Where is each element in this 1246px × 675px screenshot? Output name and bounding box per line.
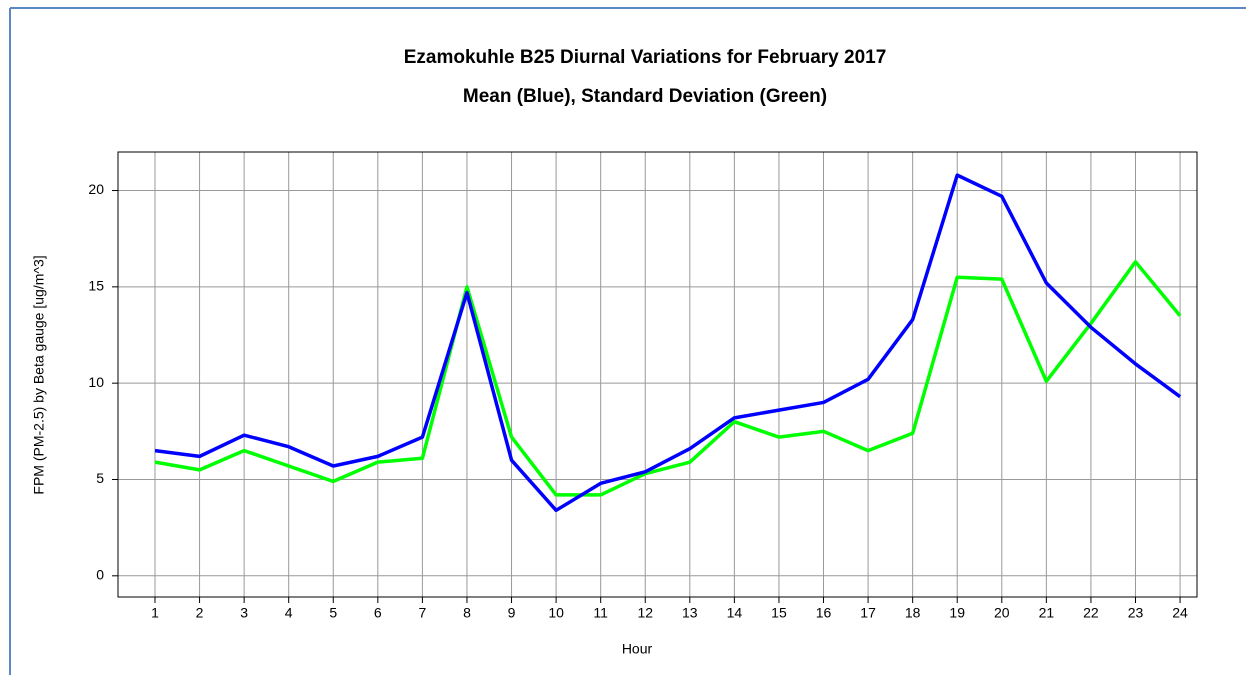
x-tick-label: 1	[151, 605, 159, 621]
x-tick-label: 16	[816, 605, 832, 621]
x-tick-label: 22	[1083, 605, 1099, 621]
x-tick-label: 9	[508, 605, 516, 621]
x-tick-label: 23	[1128, 605, 1144, 621]
x-tick-label: 13	[682, 605, 698, 621]
y-tick-label: 5	[96, 470, 104, 486]
y-tick-label: 0	[96, 567, 104, 583]
x-tick-label: 7	[419, 605, 427, 621]
plot-frame	[117, 151, 1198, 598]
x-tick-label: 4	[285, 605, 293, 621]
line-series	[154, 173, 1182, 513]
x-tick-label: 2	[196, 605, 204, 621]
x-tick-label: 14	[727, 605, 743, 621]
x-tick-label: 12	[637, 605, 653, 621]
x-tick-label: 8	[463, 605, 471, 621]
x-tick-label: 19	[949, 605, 965, 621]
x-tick-label: 10	[548, 605, 564, 621]
x-tick-label: 15	[771, 605, 787, 621]
x-tick-label: 6	[374, 605, 382, 621]
x-tick-label: 21	[1039, 605, 1055, 621]
x-axis-label: Hour	[622, 641, 653, 657]
chart-subtitle: Mean (Blue), Standard Deviation (Green)	[463, 86, 827, 107]
y-tick-label: 20	[88, 181, 104, 197]
chart-title: Ezamokuhle B25 Diurnal Variations for Fe…	[404, 47, 887, 68]
x-tick-label: 11	[593, 605, 608, 621]
y-axis-label: FPM (PM-2.5) by Beta gauge [ug/m^3]	[31, 255, 47, 494]
x-tick-label: 20	[994, 605, 1010, 621]
y-tick-label: 10	[88, 374, 104, 390]
x-tick-label: 5	[329, 605, 337, 621]
line-series	[154, 260, 1182, 497]
y-tick-label: 15	[88, 278, 104, 294]
x-tick-label: 24	[1172, 605, 1188, 621]
x-tick-label: 17	[860, 605, 876, 621]
x-tick-label: 3	[240, 605, 248, 621]
x-tick-label: 18	[905, 605, 921, 621]
